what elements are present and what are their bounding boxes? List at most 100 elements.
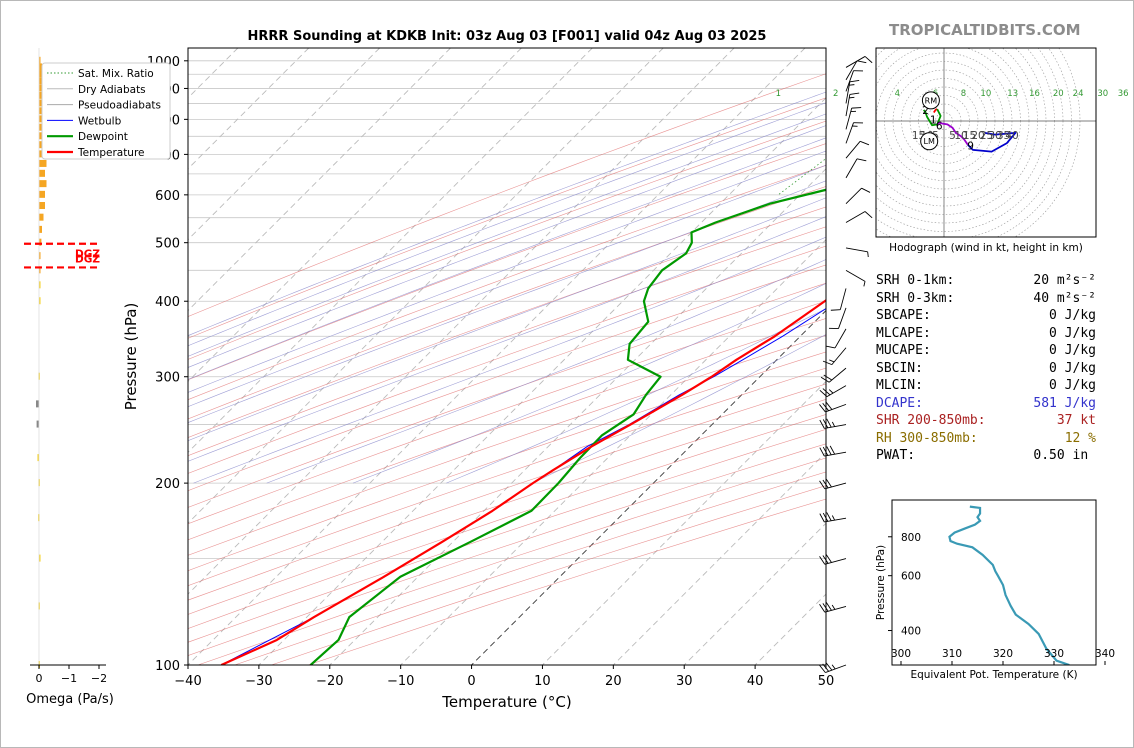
index-label: PWAT:: [876, 448, 916, 463]
x-tick-label: 40: [747, 674, 764, 689]
barb-flag: [861, 187, 871, 193]
dry-adiabat: [188, 165, 826, 400]
temperature-line: [220, 299, 826, 665]
barb-shaft: [838, 307, 847, 329]
omega-bar: [39, 281, 41, 289]
index-row: MLCIN: 0 J/kg: [876, 377, 1096, 395]
wind-barb: [845, 79, 860, 104]
dgz-label: DGZ: [75, 253, 100, 265]
pseudoadiabat: [188, 125, 826, 368]
index-value: 40 m²s⁻²: [1033, 290, 1096, 306]
theta-e-x-tick-label: 320: [993, 648, 1013, 660]
index-label: SHR 200-850mb:: [876, 413, 986, 428]
barb-flag: [829, 445, 836, 455]
barb-shaft: [824, 517, 847, 523]
isotherm-line: [188, 48, 310, 170]
index-value: 12 %: [1064, 430, 1096, 446]
mixing-ratio-line: [935, 48, 1134, 195]
hodograph-ring-label: 10: [954, 130, 967, 142]
barb-flag: [825, 554, 832, 563]
dry-adiabat: [188, 245, 826, 474]
index-label: MLCAPE:: [876, 325, 931, 341]
theta-e-x-tick-label: 340: [1095, 648, 1115, 660]
omega-bar: [39, 297, 41, 305]
storm-motion-marker: [921, 91, 940, 110]
barb-half-flag: [831, 604, 836, 610]
hodograph-height-label: 2: [922, 105, 929, 117]
wind-barb: [819, 401, 847, 413]
barb-flag: [825, 401, 833, 410]
index-row: RH 300-850mb: 12 %: [876, 430, 1096, 448]
omega-bar: [39, 266, 41, 274]
y-tick-label: 500: [155, 237, 180, 252]
legend-box: [41, 62, 171, 160]
hodo-segment-6-9km: [967, 131, 1017, 153]
index-label: SBCAPE:: [876, 308, 931, 323]
wind-barb: [825, 328, 847, 349]
barb-flag: [820, 376, 830, 383]
barb-flag: [822, 555, 829, 564]
hodo-segment-1-3km: [922, 108, 942, 127]
barb-flag: [849, 92, 860, 95]
mixing-ratio-label: 13: [1007, 89, 1018, 99]
mixing-ratio-label: 30: [1097, 89, 1108, 99]
barb-flag: [819, 556, 826, 565]
pseudoadiabat: [193, 236, 826, 484]
x-tick-label: −30: [245, 674, 272, 689]
omega-tick-label: 0: [36, 672, 43, 685]
index-label: MLCIN:: [876, 378, 923, 393]
theta-e-panel: 300 310 320 330 340 400 600 800 Equivalent Pot. …: [875, 499, 1115, 681]
omega-bar: [39, 190, 45, 198]
barb-half-flag: [849, 96, 855, 99]
omega-bar: [39, 169, 45, 177]
index-row: SHR 200-850mb: 37 kt: [876, 412, 1096, 430]
dry-adiabat: [188, 282, 826, 508]
barb-flag: [826, 418, 832, 428]
storm-motion-marker: [920, 132, 939, 151]
mixing-ratio-label: 2: [833, 89, 838, 99]
omega-bar: [36, 420, 39, 428]
isotherm-line: [188, 48, 664, 524]
wind-barb: [845, 56, 873, 68]
mixing-ratio-line: [1013, 48, 1134, 195]
isotherm-line: [329, 168, 826, 665]
dry-adiabat: [188, 120, 826, 360]
index-value: 37 kt: [1056, 413, 1096, 428]
skewt-legend: Sat. Mix. Ratio Dry Adiabats Pseudoadiabat…: [41, 62, 171, 160]
barb-shaft: [845, 247, 868, 253]
barb-shaft: [845, 122, 854, 144]
legend-label: Dry Adiabats: [78, 84, 146, 96]
pseudoadiabat: [446, 308, 826, 484]
theta-e-plot-area: [948, 505, 1070, 665]
index-row: MLCAPE: 0 J/kg: [876, 325, 1096, 343]
hodograph-height-label: 6: [936, 120, 943, 132]
wind-barb: [819, 512, 847, 523]
index-value: 20 m²s⁻²: [1033, 273, 1096, 288]
pseudoadiabat: [188, 102, 826, 347]
wind-barb: [845, 107, 862, 130]
barb-flag: [822, 419, 829, 428]
legend-label: Pseudoadiabats: [78, 100, 161, 112]
mixing-ratio-label: 24: [1073, 89, 1084, 99]
barb-flag: [864, 211, 873, 219]
skewt-panel: 124681013162024303649F62F−40−30−20−10010…: [41, 47, 1134, 711]
index-row: SRH 0-1km: 20 m²s⁻²: [876, 272, 1096, 290]
barb-flag: [856, 60, 867, 64]
omega-bar: [39, 238, 42, 246]
index-value: 581 J/kg: [1033, 395, 1096, 411]
wind-barbs: [819, 56, 873, 673]
mixing-ratio-label: 8: [961, 89, 966, 99]
index-row: SBCAPE: 0 J/kg: [876, 307, 1096, 325]
barb-shaft: [834, 328, 847, 349]
storm-motion-label: RM: [925, 96, 938, 105]
x-tick-label: −40: [174, 674, 201, 689]
x-tick-label: 50: [818, 674, 835, 689]
hodograph-ring-label: 35: [997, 130, 1010, 142]
dry-adiabat: [188, 300, 826, 525]
omega-bar: [37, 454, 39, 462]
barb-flag: [823, 374, 833, 381]
x-tick-label: 20: [605, 674, 622, 689]
dry-adiabat: [188, 414, 826, 629]
hodograph-ring-label: 5: [949, 130, 956, 142]
isotherm-line: [188, 48, 735, 595]
